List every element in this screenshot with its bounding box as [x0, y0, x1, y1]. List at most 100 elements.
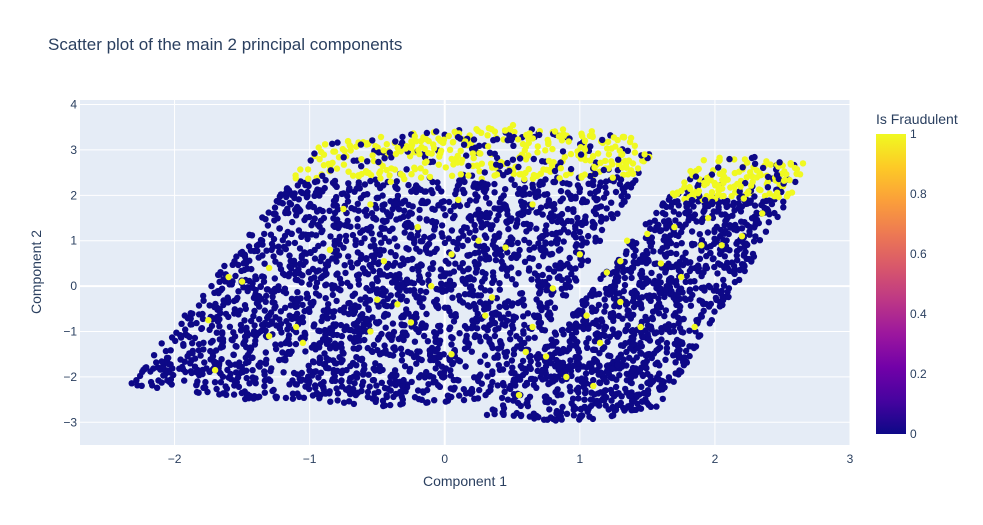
data-point	[376, 351, 384, 358]
data-point	[299, 314, 306, 321]
data-point	[711, 235, 718, 242]
data-point	[567, 165, 575, 173]
data-point	[147, 368, 154, 375]
data-point	[527, 221, 534, 229]
data-point	[230, 351, 237, 359]
colorbar-tick-label: 0.8	[910, 187, 927, 201]
data-point	[402, 222, 410, 229]
data-point	[167, 376, 175, 383]
fraud-point	[502, 244, 509, 251]
data-point	[173, 329, 180, 336]
data-point	[217, 379, 225, 386]
data-point	[327, 398, 334, 405]
data-point	[539, 180, 546, 188]
data-point	[254, 247, 261, 255]
data-point	[551, 167, 559, 175]
data-point	[670, 352, 677, 359]
data-point	[395, 206, 403, 213]
data-point	[318, 148, 325, 156]
data-point	[555, 247, 563, 254]
data-point	[418, 262, 425, 269]
data-point	[474, 127, 482, 134]
data-point	[389, 352, 397, 359]
data-point	[719, 294, 726, 301]
data-point	[670, 378, 677, 385]
data-point	[720, 192, 727, 200]
data-point	[262, 349, 269, 356]
data-point	[482, 256, 489, 263]
data-point	[369, 281, 376, 288]
data-point	[503, 218, 510, 225]
data-point	[261, 230, 268, 238]
data-point	[623, 183, 630, 190]
data-point	[552, 231, 559, 238]
colorbar-tick-label: 0.2	[910, 367, 927, 381]
data-point	[352, 241, 359, 248]
data-point	[276, 261, 283, 268]
data-point	[593, 317, 600, 324]
data-point	[399, 133, 406, 141]
data-point	[606, 333, 614, 341]
data-point	[464, 266, 472, 273]
data-point	[308, 302, 315, 309]
data-point	[295, 227, 303, 234]
data-point	[292, 340, 300, 348]
data-point	[431, 397, 438, 404]
data-point	[674, 291, 681, 298]
data-point	[682, 278, 689, 286]
data-point	[614, 402, 621, 409]
data-point	[607, 313, 614, 321]
data-point	[622, 301, 630, 308]
data-point	[541, 191, 548, 198]
data-point	[304, 235, 311, 243]
data-point	[255, 293, 263, 300]
data-point	[349, 172, 357, 179]
data-point	[279, 349, 286, 356]
data-point	[663, 345, 671, 352]
data-point	[387, 401, 394, 409]
data-point	[471, 221, 478, 229]
data-point	[265, 321, 272, 328]
data-point	[448, 155, 455, 163]
data-point	[415, 355, 423, 363]
data-point	[472, 227, 479, 234]
data-point	[250, 395, 257, 402]
data-point	[559, 291, 567, 299]
data-point	[258, 237, 266, 244]
data-point	[474, 193, 481, 200]
data-point	[484, 132, 491, 139]
data-point	[452, 239, 460, 247]
data-point	[150, 352, 158, 359]
data-point	[462, 280, 469, 287]
data-point	[295, 266, 302, 273]
data-point	[534, 149, 541, 156]
data-point	[469, 388, 476, 396]
data-point	[487, 383, 494, 390]
data-point	[655, 221, 662, 229]
data-point	[336, 220, 343, 228]
data-point	[316, 354, 323, 361]
data-point	[624, 193, 631, 200]
data-point	[517, 411, 525, 419]
data-point	[417, 287, 424, 295]
data-point	[478, 380, 485, 387]
data-point	[619, 315, 626, 322]
data-point	[402, 145, 409, 152]
data-point	[286, 381, 293, 388]
data-point	[248, 265, 255, 273]
data-point	[501, 302, 509, 310]
data-point	[260, 273, 267, 281]
data-point	[503, 272, 511, 279]
data-point	[241, 266, 248, 274]
data-point	[319, 207, 326, 215]
data-point	[571, 275, 579, 282]
data-point	[219, 330, 226, 337]
data-point	[733, 240, 740, 247]
data-point	[511, 181, 518, 189]
data-point	[282, 208, 289, 215]
data-point	[320, 214, 328, 222]
data-point	[350, 400, 358, 408]
data-point	[360, 191, 368, 199]
data-point	[267, 367, 274, 375]
data-point	[694, 190, 702, 197]
